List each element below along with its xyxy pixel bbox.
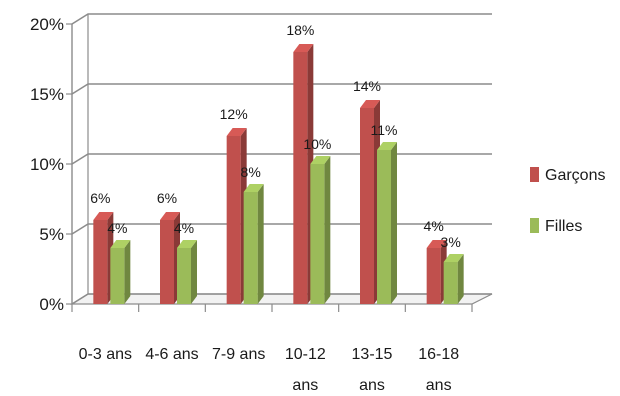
bar-front <box>110 248 125 304</box>
bar-top <box>377 142 397 150</box>
bar-top <box>310 156 331 164</box>
data-label: 18% <box>286 22 314 38</box>
y-axis: 0% 5% 10% 15% 20% <box>30 14 89 314</box>
x-tick-label: ans <box>426 377 452 394</box>
x-tick-label: 16-18 <box>418 346 459 363</box>
y-tick-label: 0% <box>39 295 64 314</box>
bar-front <box>177 248 191 304</box>
x-tick-label: 4-6 ans <box>145 346 198 363</box>
bar-front <box>426 248 441 304</box>
data-label: 14% <box>353 78 381 94</box>
bar <box>110 240 131 304</box>
bar-top <box>293 44 314 52</box>
legend: Garçons Filles <box>530 167 605 235</box>
data-label: 12% <box>220 106 248 122</box>
bar-front <box>310 164 325 304</box>
legend-swatch <box>530 218 539 233</box>
bar-top <box>160 212 180 220</box>
bar-front <box>243 192 258 304</box>
x-tick-label: ans <box>292 377 318 394</box>
data-label: 6% <box>157 190 177 206</box>
y-tick-label: 20% <box>30 15 64 34</box>
legend-item: Filles <box>530 218 582 235</box>
x-tick-label: 0-3 ans <box>79 346 132 363</box>
bar-front <box>226 136 241 304</box>
legend-item: Garçons <box>530 167 605 184</box>
bar-top <box>177 240 197 248</box>
x-tick-label: 7-9 ans <box>212 346 265 363</box>
bar-top <box>443 254 464 262</box>
y-tick-label: 15% <box>30 85 64 104</box>
bar-side <box>191 240 197 304</box>
bar <box>177 240 197 304</box>
bar <box>377 142 397 304</box>
bars <box>93 44 464 304</box>
data-label: 3% <box>441 234 461 250</box>
x-tick-label: 13-15 <box>352 346 393 363</box>
bar-side <box>324 156 331 304</box>
x-tick-label: ans <box>359 377 385 394</box>
bar-side <box>124 240 131 304</box>
bar-top <box>243 184 264 192</box>
data-label: 4% <box>424 218 444 234</box>
data-label: 4% <box>174 220 194 236</box>
bar-front <box>360 108 374 304</box>
data-label: 6% <box>90 190 110 206</box>
data-label: 11% <box>371 122 398 138</box>
bar <box>443 254 464 304</box>
data-label: 4% <box>107 220 127 236</box>
bar-top <box>360 100 380 108</box>
y-tick-label: 5% <box>39 225 64 244</box>
bar-top <box>426 240 447 248</box>
bar-side <box>391 142 397 304</box>
x-axis: 0-3 ans 4-6 ans 7-9 ans 10-12 ans 13-15 ans 16-… <box>71 304 473 394</box>
legend-swatch <box>530 167 539 182</box>
data-labels: 6% 6% 12% 18% 14% 4% 4% 4% 8% 10% 11% 3% <box>90 22 461 250</box>
bar <box>310 156 331 304</box>
data-label: 8% <box>241 164 261 180</box>
x-tick-label: 10-12 <box>285 346 326 363</box>
bar-front <box>377 150 391 304</box>
data-label: 10% <box>303 136 331 152</box>
bar-top <box>93 212 114 220</box>
bar <box>243 184 264 304</box>
bar-front <box>160 220 174 304</box>
y-tick-label: 10% <box>30 155 64 174</box>
bar-top <box>110 240 131 248</box>
bar-side <box>457 254 464 304</box>
bar-front <box>293 52 308 304</box>
bar-top <box>226 128 247 136</box>
legend-label: Garçons <box>545 167 605 184</box>
bar-front <box>443 262 458 304</box>
bar-side <box>257 184 264 304</box>
bar-front <box>93 220 108 304</box>
legend-label: Filles <box>545 218 582 235</box>
